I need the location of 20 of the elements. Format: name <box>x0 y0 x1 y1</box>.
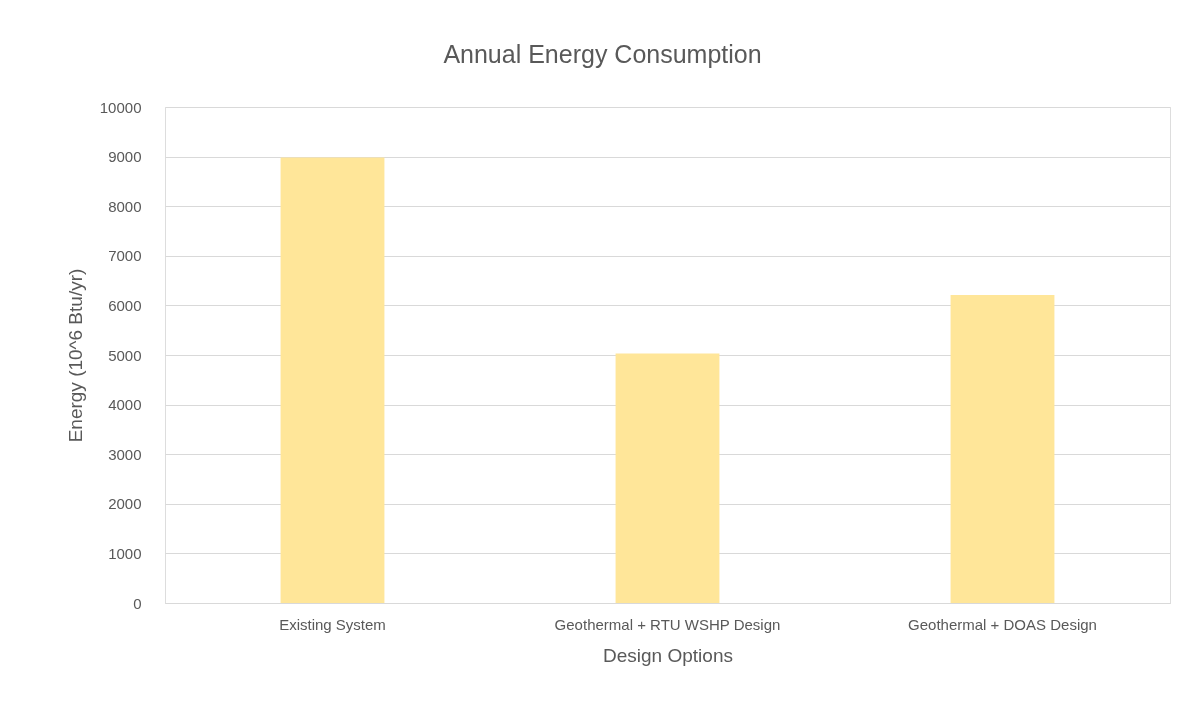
x-axis-title: Design Options <box>603 644 733 666</box>
y-tick-label: 9000 <box>108 148 142 166</box>
y-tick-label: 1000 <box>108 544 142 562</box>
y-tick-label: 6000 <box>108 296 142 314</box>
bar <box>615 353 720 603</box>
bar <box>280 157 385 603</box>
y-tick-label: 2000 <box>108 495 142 513</box>
x-tick-label: Geothermal + RTU WSHP Design <box>554 615 781 633</box>
y-tick-label: 3000 <box>108 445 142 463</box>
y-axis-title: Energy (10^6 Btu/yr) <box>64 268 86 443</box>
y-tick-label: 4000 <box>108 396 142 414</box>
x-tick-label: Geothermal + DOAS Design <box>908 615 1097 633</box>
y-tick-label: 10000 <box>99 98 142 116</box>
y-tick-label: 5000 <box>108 346 142 364</box>
bar <box>950 294 1055 603</box>
y-tick-label: 0 <box>133 594 142 612</box>
y-tick-label: 8000 <box>108 197 142 215</box>
chart-title: Annual Energy Consumption <box>443 40 762 68</box>
x-tick-label: Existing System <box>279 615 386 633</box>
y-tick-label: 7000 <box>108 247 142 265</box>
